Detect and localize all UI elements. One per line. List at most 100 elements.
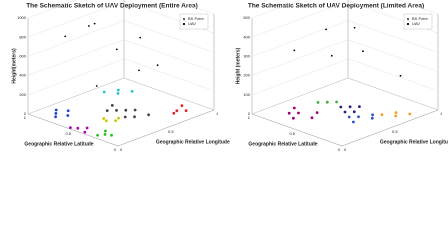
data-point: [172, 111, 176, 115]
grid-line: [123, 58, 215, 91]
data-point: [358, 105, 361, 108]
grid-line: [347, 77, 439, 111]
data-point: [139, 36, 142, 39]
axis-line: [341, 109, 439, 147]
data-point: [114, 119, 117, 122]
grid-line: [251, 77, 349, 115]
data-point: [115, 109, 118, 112]
data-point: [325, 100, 329, 104]
data-point: [352, 120, 355, 124]
legend-label: BS Point: [188, 16, 204, 21]
z-tick-label: 0: [24, 111, 27, 116]
grid-line: [347, 20, 439, 53]
legend-label: BS Point: [412, 16, 428, 21]
data-point: [394, 114, 398, 118]
grid-line: [174, 0, 215, 15]
y-axis-label: Geographic Relative Longitude: [380, 140, 448, 146]
z-tick-label: 400: [243, 34, 250, 39]
grid-line: [251, 1, 349, 38]
data-point: [64, 35, 67, 38]
z-tick-label: 200: [19, 92, 26, 97]
x-tick-label: 0: [338, 147, 341, 152]
data-point: [352, 110, 356, 114]
data-point: [54, 115, 57, 119]
chart-title: The Schematic Sketch of UAV Deployment (…: [248, 3, 424, 10]
grid-line: [123, 77, 215, 111]
data-point: [175, 109, 179, 113]
z-tick-label: 0: [248, 111, 251, 116]
grid-line: [251, 0, 301, 19]
y-axis-label: Geographic Relative Longitude: [156, 140, 230, 146]
data-point: [371, 113, 374, 117]
x-tick-label: 1: [248, 115, 251, 120]
data-point: [292, 106, 296, 110]
data-point: [362, 50, 364, 53]
data-point: [76, 126, 80, 130]
z-axis-label: Height (meters): [235, 47, 241, 84]
data-point: [297, 111, 300, 115]
data-point: [130, 90, 134, 93]
data-point: [347, 115, 351, 119]
data-point: [292, 116, 295, 120]
z-tick-label: 100: [243, 92, 250, 97]
grid-line: [123, 20, 215, 53]
data-point: [147, 113, 151, 117]
y-tick-label: 0.5: [392, 129, 398, 134]
data-point: [123, 115, 127, 119]
data-point: [102, 90, 106, 94]
legend-label: UAV: [188, 21, 196, 26]
data-point: [133, 115, 136, 119]
x-tick-label: 0.5: [289, 131, 295, 136]
grid-line: [347, 58, 439, 91]
data-point: [315, 111, 319, 114]
legend-label: UAV: [412, 21, 420, 26]
grid-line: [27, 0, 77, 19]
data-point: [316, 101, 320, 104]
axis-line: [251, 113, 343, 147]
axis-line: [117, 109, 215, 147]
grid-line: [347, 39, 439, 72]
data-point: [310, 116, 314, 120]
data-point: [293, 49, 296, 52]
data-point: [370, 116, 374, 120]
data-point: [357, 115, 360, 119]
data-point: [116, 92, 120, 95]
data-point: [399, 74, 402, 77]
data-point: [93, 22, 96, 25]
data-point: [184, 109, 188, 112]
data-point: [105, 109, 109, 112]
data-point: [115, 48, 118, 51]
grid-line: [27, 1, 125, 38]
data-point: [180, 104, 184, 107]
y-tick-label: 0.5: [168, 129, 174, 134]
data-point: [287, 111, 291, 115]
z-tick-label: 600: [19, 53, 26, 58]
data-point: [408, 112, 412, 116]
legend-box: [179, 13, 209, 30]
data-point: [88, 25, 90, 27]
z-tick-label: 400: [19, 73, 26, 78]
data-point: [133, 108, 137, 112]
grid-line: [27, 20, 125, 57]
grid-line: [27, 58, 125, 95]
data-point: [102, 117, 106, 120]
data-point: [124, 108, 128, 112]
x-tick-label: 0.5: [65, 131, 71, 136]
data-point: [330, 54, 333, 57]
data-point: [104, 119, 108, 123]
y-tick-label: 0: [120, 147, 123, 152]
data-point: [85, 126, 89, 130]
data-point: [117, 116, 120, 120]
data-point: [96, 133, 99, 137]
z-tick-label: 1000: [17, 15, 27, 20]
grid-line: [27, 77, 125, 115]
data-point: [103, 133, 107, 136]
legend-box: [403, 13, 433, 30]
grid-line: [251, 58, 349, 95]
y-tick-label: 0: [344, 147, 347, 152]
data-point: [138, 69, 140, 72]
chart-title: The Schematic Sketch of UAV Deployment (…: [26, 3, 198, 10]
data-point: [339, 105, 343, 109]
x-axis-label: Geographic Relative Latitude: [24, 141, 93, 147]
z-tick-label: 800: [19, 34, 26, 39]
